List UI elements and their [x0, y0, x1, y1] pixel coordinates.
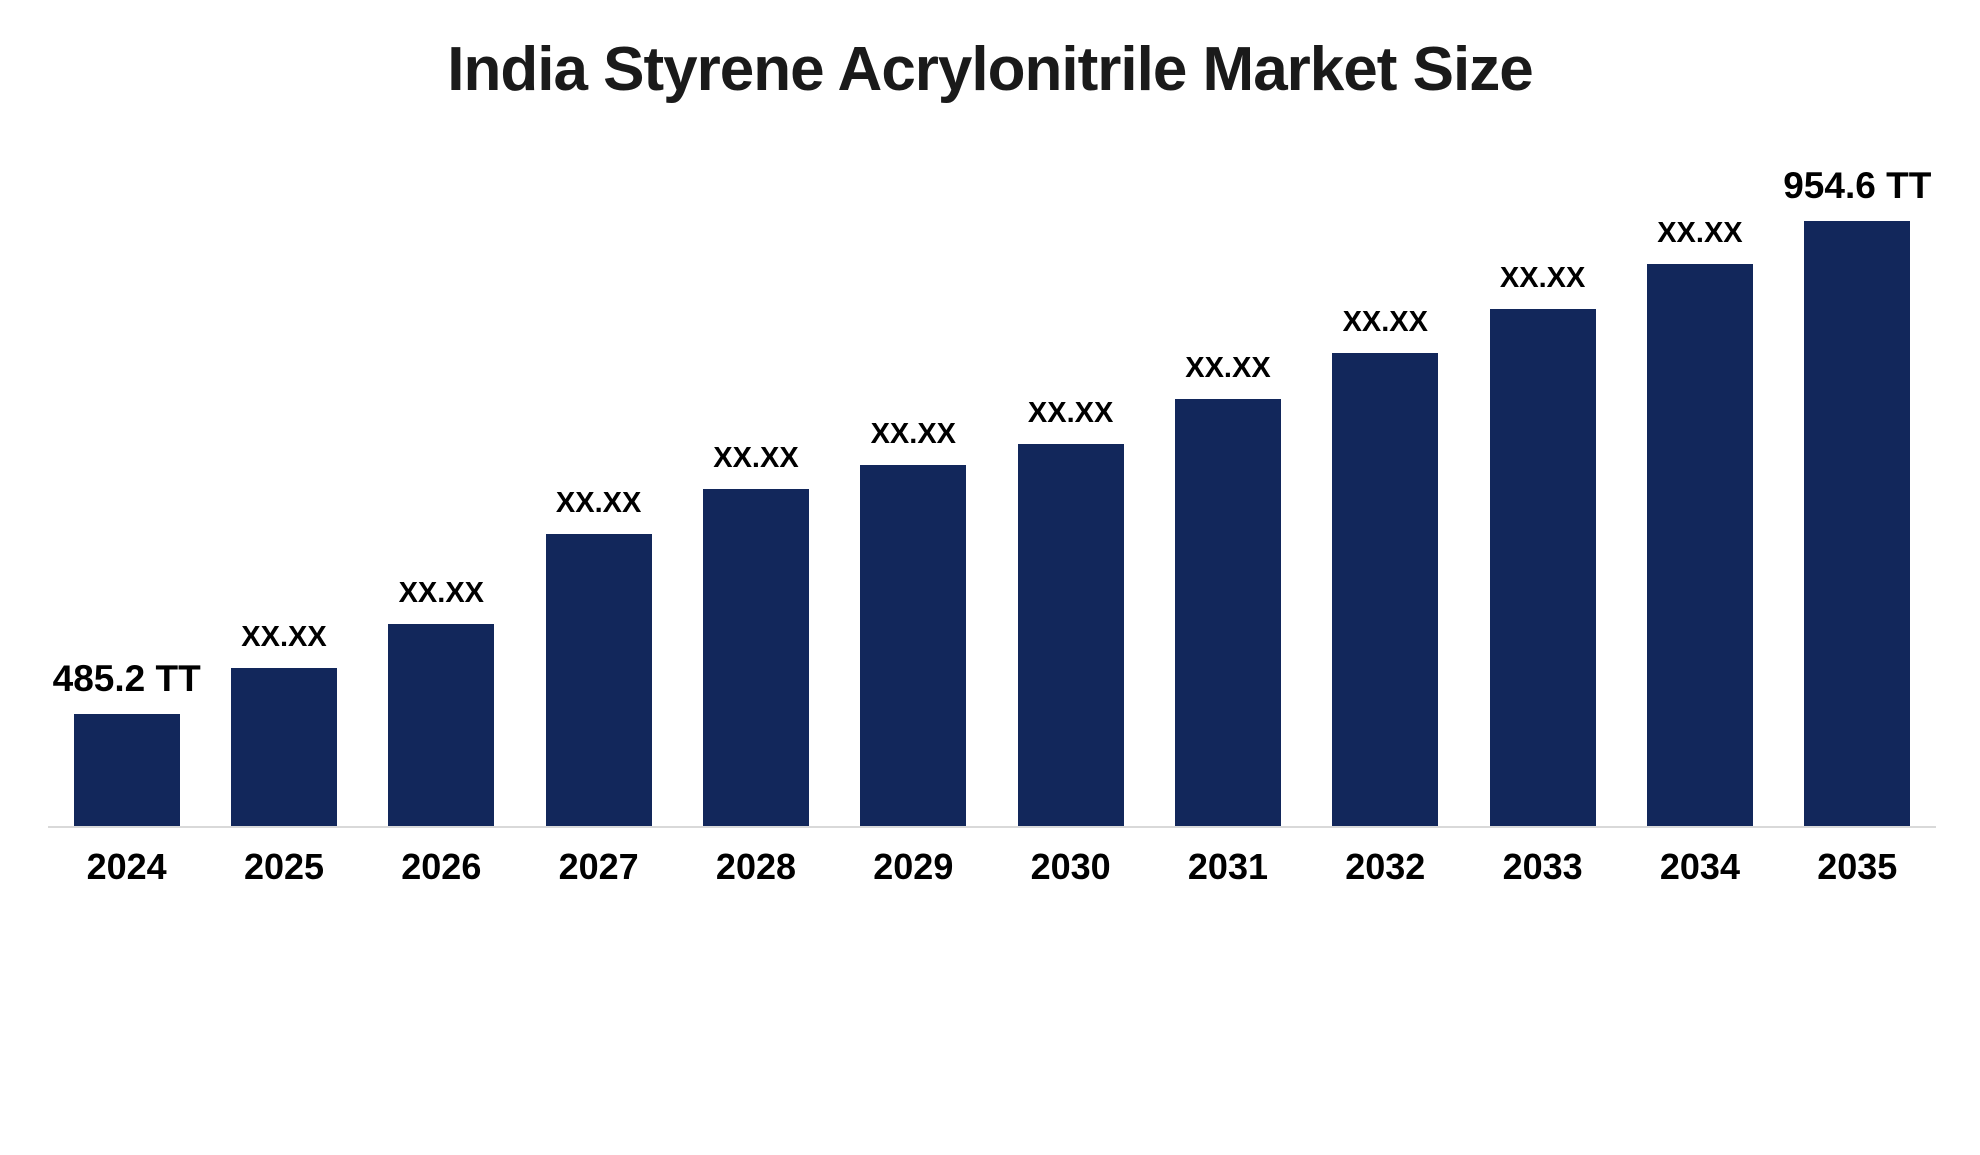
bar-value-label-2031: XX.XX [1185, 352, 1271, 384]
x-axis-labels: 2024 2025 2026 2027 2028 2029 2030 2031 2032 2033… [48, 846, 1936, 888]
bar-value-label-2035: 954.6 TT [1783, 165, 1932, 206]
bars-row: 485.2 TT XX.XX XX.XX XX.XX XX.XX XX.XX XX.XX XX… [48, 0, 1936, 826]
bar-2029 [860, 465, 967, 826]
bar-value-label-2033: XX.XX [1499, 262, 1586, 294]
bar-value-label-2026: XX.XX [398, 577, 485, 609]
bar-2033 [1489, 309, 1596, 826]
bar-value-label-2025: XX.XX [241, 621, 327, 653]
bar-2034 [1646, 264, 1753, 826]
bar-value-label-2028: XX.XX [713, 442, 799, 474]
bar-column-2027: XX.XX [520, 0, 677, 826]
bar-2032 [1332, 353, 1439, 826]
bar-2030 [1017, 444, 1124, 826]
bar-2031 [1174, 399, 1281, 826]
bar-column-2029: XX.XX [835, 0, 992, 826]
x-axis-label-2032: 2032 [1345, 846, 1426, 887]
x-axis-baseline [48, 826, 1936, 828]
bar-2035 [1804, 221, 1911, 826]
bar-column-2031: XX.XX [1149, 0, 1306, 826]
x-axis-label-2025: 2025 [243, 846, 325, 887]
bar-column-2034: XX.XX [1621, 0, 1778, 826]
bar-column-2033: XX.XX [1464, 0, 1621, 826]
bar-column-2035: 954.6 TT [1779, 0, 1936, 826]
bar-column-2026: XX.XX [363, 0, 520, 826]
bar-value-label-2029: XX.XX [870, 418, 957, 450]
bar-value-label-2034: XX.XX [1657, 217, 1743, 249]
x-axis-label-2035: 2035 [1817, 846, 1898, 887]
bar-column-2024: 485.2 TT [48, 0, 205, 826]
chart-title: India Styrene Acrylonitrile Market Size [447, 35, 1533, 104]
bar-2028 [702, 489, 809, 826]
bar-2026 [388, 624, 495, 826]
bar-column-2025: XX.XX [205, 0, 362, 826]
x-axis-label-2030: 2030 [1030, 846, 1111, 887]
x-axis-label-2028: 2028 [715, 846, 797, 887]
bar-2025 [230, 668, 337, 826]
bar-2027 [545, 534, 652, 826]
x-axis-label-2024: 2024 [86, 846, 167, 887]
bar-value-label-2027: XX.XX [555, 487, 642, 519]
x-axis-label-2029: 2029 [873, 846, 954, 887]
x-axis-label-2034: 2034 [1659, 846, 1740, 887]
bar-value-label-2024: 485.2 TT [52, 658, 201, 699]
x-axis-label-2033: 2033 [1502, 846, 1583, 887]
x-axis-label-2031: 2031 [1187, 846, 1268, 887]
bar-value-label-2030: XX.XX [1027, 397, 1114, 429]
plot-area: 485.2 TT XX.XX XX.XX XX.XX XX.XX XX.XX XX.XX XX… [48, 0, 1936, 826]
bar-column-2032: XX.XX [1307, 0, 1464, 826]
bar-2024 [73, 714, 180, 826]
x-axis-label-2026: 2026 [401, 846, 482, 887]
bar-value-label-2032: XX.XX [1342, 306, 1428, 338]
bar-column-2028: XX.XX [677, 0, 834, 826]
bar-column-2030: XX.XX [992, 0, 1149, 826]
x-axis-label-2027: 2027 [558, 846, 639, 887]
